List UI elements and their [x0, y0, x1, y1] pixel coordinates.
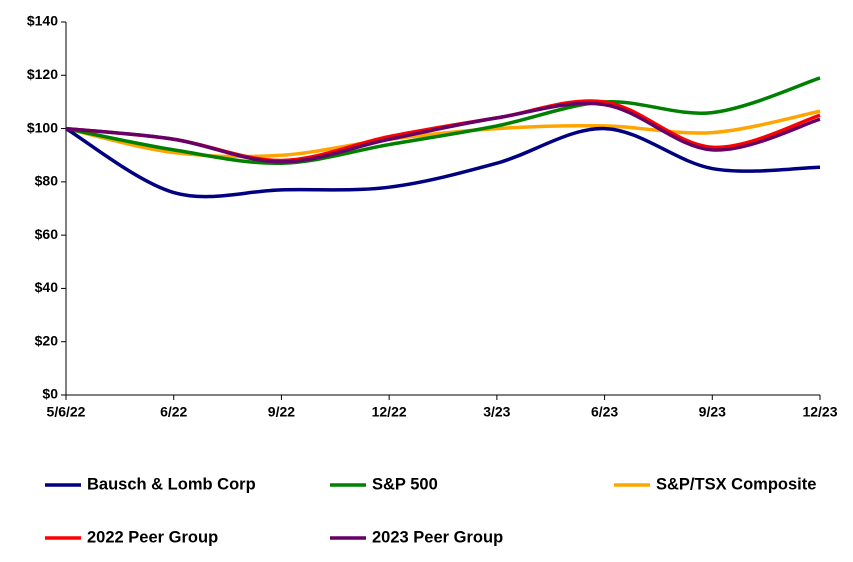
- y-tick-label: $40: [35, 279, 59, 295]
- y-tick-label: $120: [27, 66, 58, 82]
- y-tick-label: $60: [35, 226, 59, 242]
- y-tick-label: $140: [27, 13, 58, 29]
- x-tick-label: 9/22: [268, 404, 295, 420]
- y-tick-label: $80: [35, 173, 59, 189]
- series-line: [65, 126, 821, 199]
- x-tick-label: 3/23: [483, 404, 510, 420]
- legend-label: 2023 Peer Group: [372, 528, 503, 546]
- x-tick-label: 5/6/22: [47, 404, 86, 420]
- legend-label: S&P 500: [372, 475, 438, 493]
- y-tick-label: $100: [27, 119, 58, 135]
- y-tick-label: $20: [35, 332, 59, 348]
- x-tick-label: 6/23: [591, 404, 618, 420]
- legend-label: 2022 Peer Group: [87, 528, 218, 546]
- legend-label: S&P/TSX Composite: [656, 475, 816, 493]
- x-tick-label: 12/22: [372, 404, 407, 420]
- y-tick-label: $0: [42, 386, 58, 402]
- series-line: [65, 76, 821, 165]
- x-tick-label: 9/23: [699, 404, 726, 420]
- series-line: [65, 109, 821, 159]
- series-line: [65, 101, 821, 164]
- x-tick-label: 12/23: [802, 404, 837, 420]
- x-tick-label: 6/22: [160, 404, 187, 420]
- legend-label: Bausch & Lomb Corp: [87, 475, 256, 493]
